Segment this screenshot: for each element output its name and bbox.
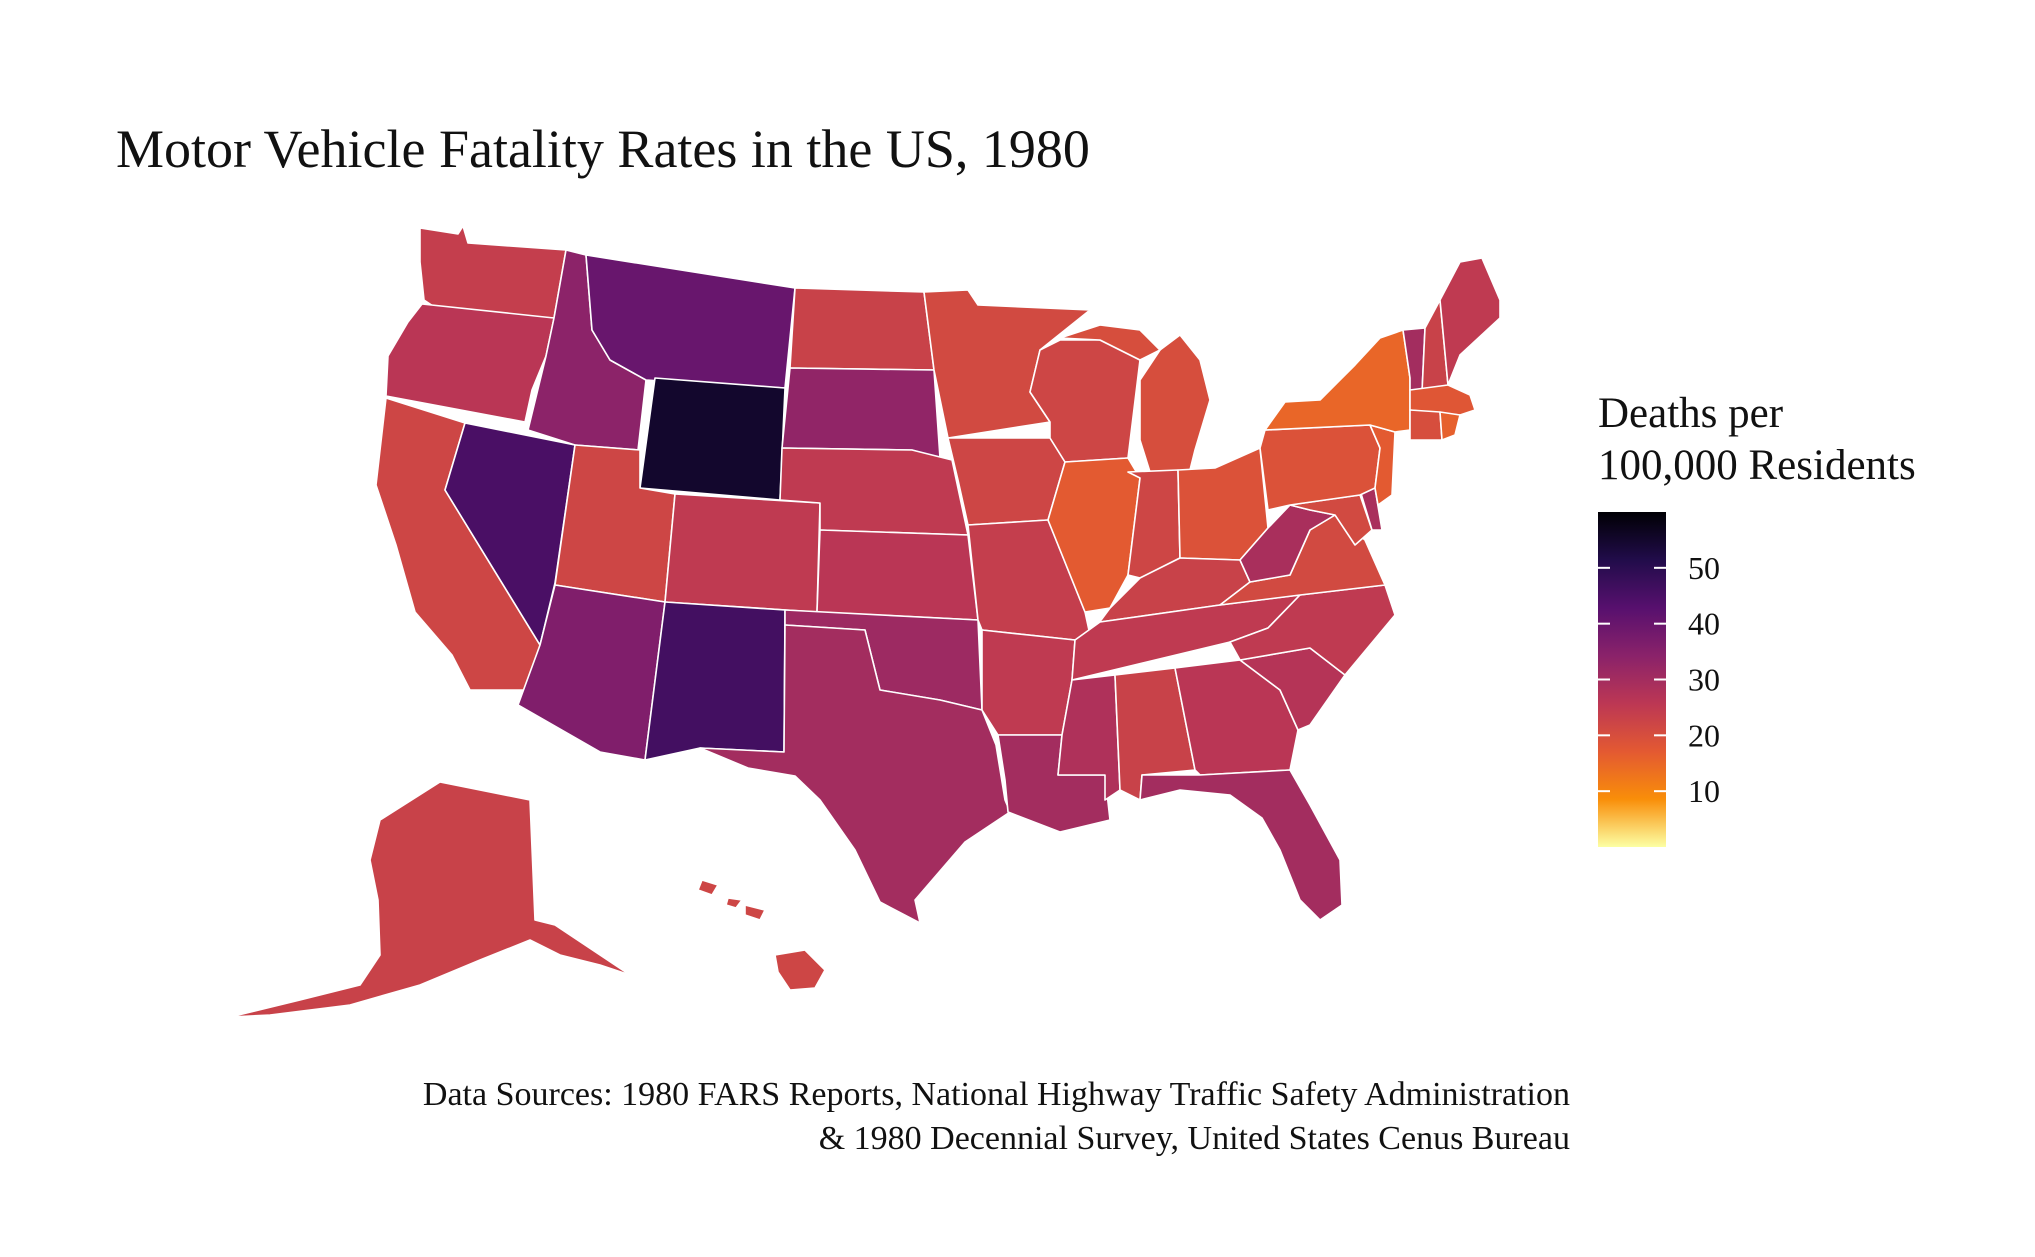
state-hi bbox=[697, 879, 826, 991]
state-tx bbox=[699, 624, 1011, 924]
legend-tick-label: 20 bbox=[1688, 717, 1720, 753]
state-nd bbox=[789, 287, 935, 371]
state-wi bbox=[1029, 339, 1141, 463]
state-nc bbox=[1229, 584, 1396, 676]
state-fl bbox=[1139, 769, 1343, 921]
map-title: Motor Vehicle Fatality Rates in the US, … bbox=[116, 119, 1090, 179]
legend-title-line-1: Deaths per bbox=[1598, 390, 1784, 437]
legend-title: Deaths per 100,000 Residents bbox=[1598, 388, 1916, 492]
state-ks bbox=[816, 529, 979, 621]
legend-title-line-2: 100,000 Residents bbox=[1598, 442, 1916, 489]
state-wa bbox=[419, 225, 567, 319]
color-scale-legend: 10 20 30 40 50 bbox=[1598, 512, 1720, 847]
legend-tick-label: 10 bbox=[1688, 773, 1720, 809]
state-or bbox=[385, 303, 555, 423]
state-mi-up bbox=[1059, 324, 1161, 361]
state-wy bbox=[639, 377, 786, 501]
state-ia bbox=[947, 437, 1066, 526]
data-source-caption: Data Sources: 1980 FARS Reports, Nationa… bbox=[423, 1073, 1570, 1161]
state-il bbox=[1047, 457, 1141, 613]
state-me bbox=[1439, 257, 1501, 386]
state-ar bbox=[981, 629, 1076, 736]
state-co bbox=[664, 493, 821, 613]
state-ny bbox=[1264, 329, 1411, 433]
caption-line-2: & 1980 Decennial Survey, United States C… bbox=[818, 1120, 1570, 1157]
legend-tick-label: 30 bbox=[1688, 662, 1720, 698]
state-sd bbox=[781, 367, 941, 459]
state-ak bbox=[229, 781, 631, 1018]
state-ct bbox=[1409, 409, 1443, 441]
state-nm bbox=[644, 601, 786, 761]
caption-line-1: Data Sources: 1980 FARS Reports, Nationa… bbox=[422, 1076, 1570, 1113]
legend-tick-label: 40 bbox=[1688, 606, 1720, 642]
state-mi bbox=[1139, 334, 1211, 473]
legend-tick-label: 50 bbox=[1688, 550, 1720, 586]
state-ri bbox=[1439, 411, 1461, 441]
